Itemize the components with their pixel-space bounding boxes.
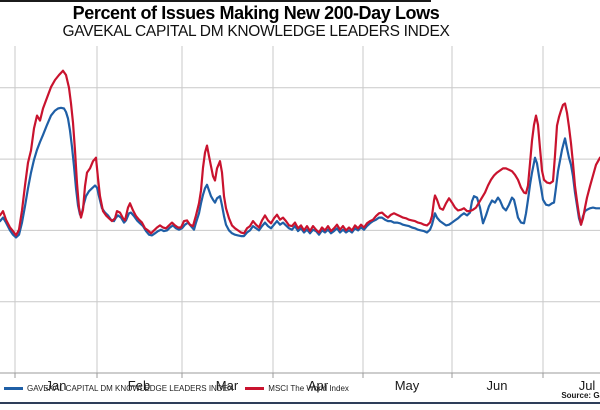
legend-item-gavekal: GAVEKAL CAPITAL DM KNOWLEDGE LEADERS IND… — [4, 384, 233, 393]
x-axis-label-jun: Jun — [487, 378, 508, 393]
legend-label-gavekal: GAVEKAL CAPITAL DM KNOWLEDGE LEADERS IND… — [27, 384, 234, 393]
x-axis-label-mar: Mar — [216, 378, 239, 393]
x-axis-label-feb: Feb — [128, 378, 150, 393]
x-axis-label-jul: Jul — [579, 378, 596, 393]
msci-line-swatch-icon — [245, 387, 265, 390]
top-border-line — [0, 0, 431, 2]
x-axis-label-jan: Jan — [46, 378, 67, 393]
series-line-gavekal — [0, 106, 600, 239]
bottom-border-line — [0, 402, 600, 404]
gavekal-line-swatch-icon — [4, 387, 23, 390]
chart-subtitle: GAVEKAL CAPITAL DM KNOWLEDGE LEADERS IND… — [62, 23, 450, 40]
legend-item-msci: MSCI The World Index — [245, 384, 349, 393]
source-note: Source: Ga — [561, 391, 600, 400]
series-line-msci — [0, 69, 600, 237]
x-axis-label-apr: Apr — [308, 378, 329, 393]
chart-title: Percent of Issues Making New 200-Day Low… — [72, 3, 440, 23]
x-axis-label-may: May — [395, 378, 420, 393]
legend-label-msci: MSCI The World Index — [268, 384, 349, 393]
legend: GAVEKAL CAPITAL DM KNOWLEDGE LEADERS IND… — [4, 384, 349, 393]
